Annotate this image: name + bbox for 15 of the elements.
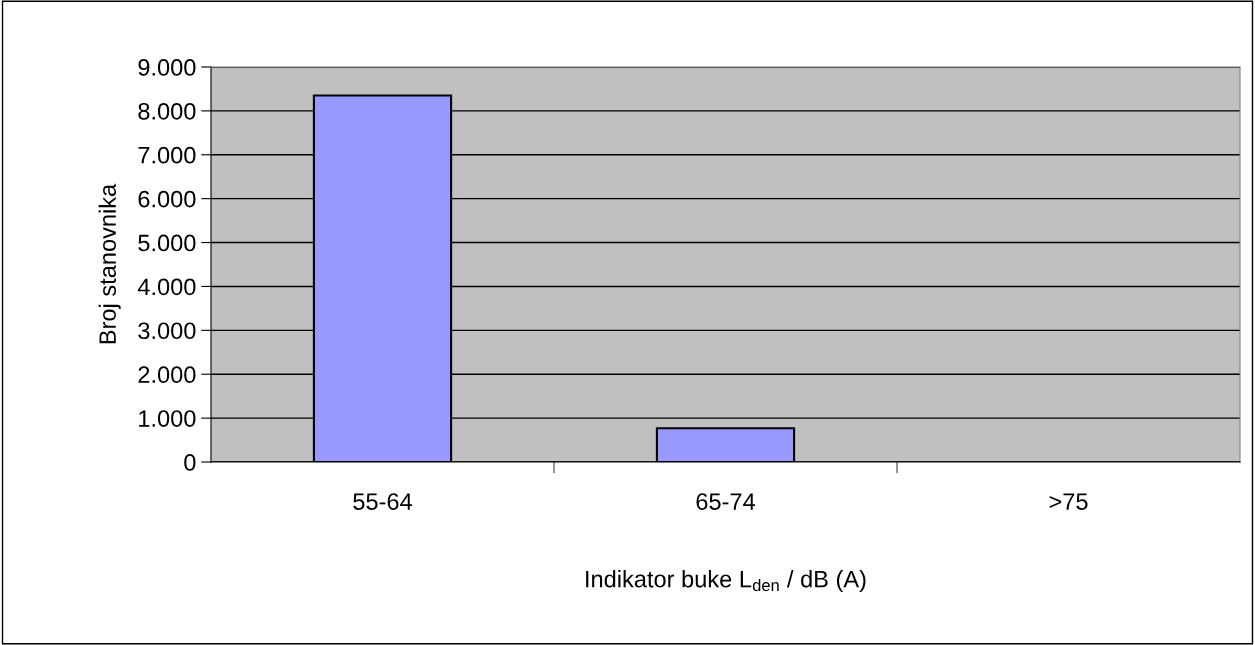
y-tick-label: 4.000 [137,278,196,296]
y-tick-label: 0 [184,454,196,471]
y-tick-label: 2.000 [138,366,196,384]
x-tick-label: 55-64 [353,493,413,510]
x-axis-title: Indikator buke L$_{den}$ / dB (A) [586,570,866,593]
x-tick-label: >75 [1049,493,1088,510]
y-tick-label: 3.000 [138,322,196,340]
y-tick-label: 6.000 [138,190,196,208]
y-axis-title: Broj stanovnika [98,183,121,344]
y-tick-label: 1.000 [139,410,196,427]
y-tick-label: 7.000 [138,146,196,164]
y-tick-label: 9.000 [138,59,196,76]
x-tick-label: 65-74 [696,493,756,510]
y-tick-label: 5.000 [138,234,196,252]
y-tick-label: 8.000 [138,102,196,120]
